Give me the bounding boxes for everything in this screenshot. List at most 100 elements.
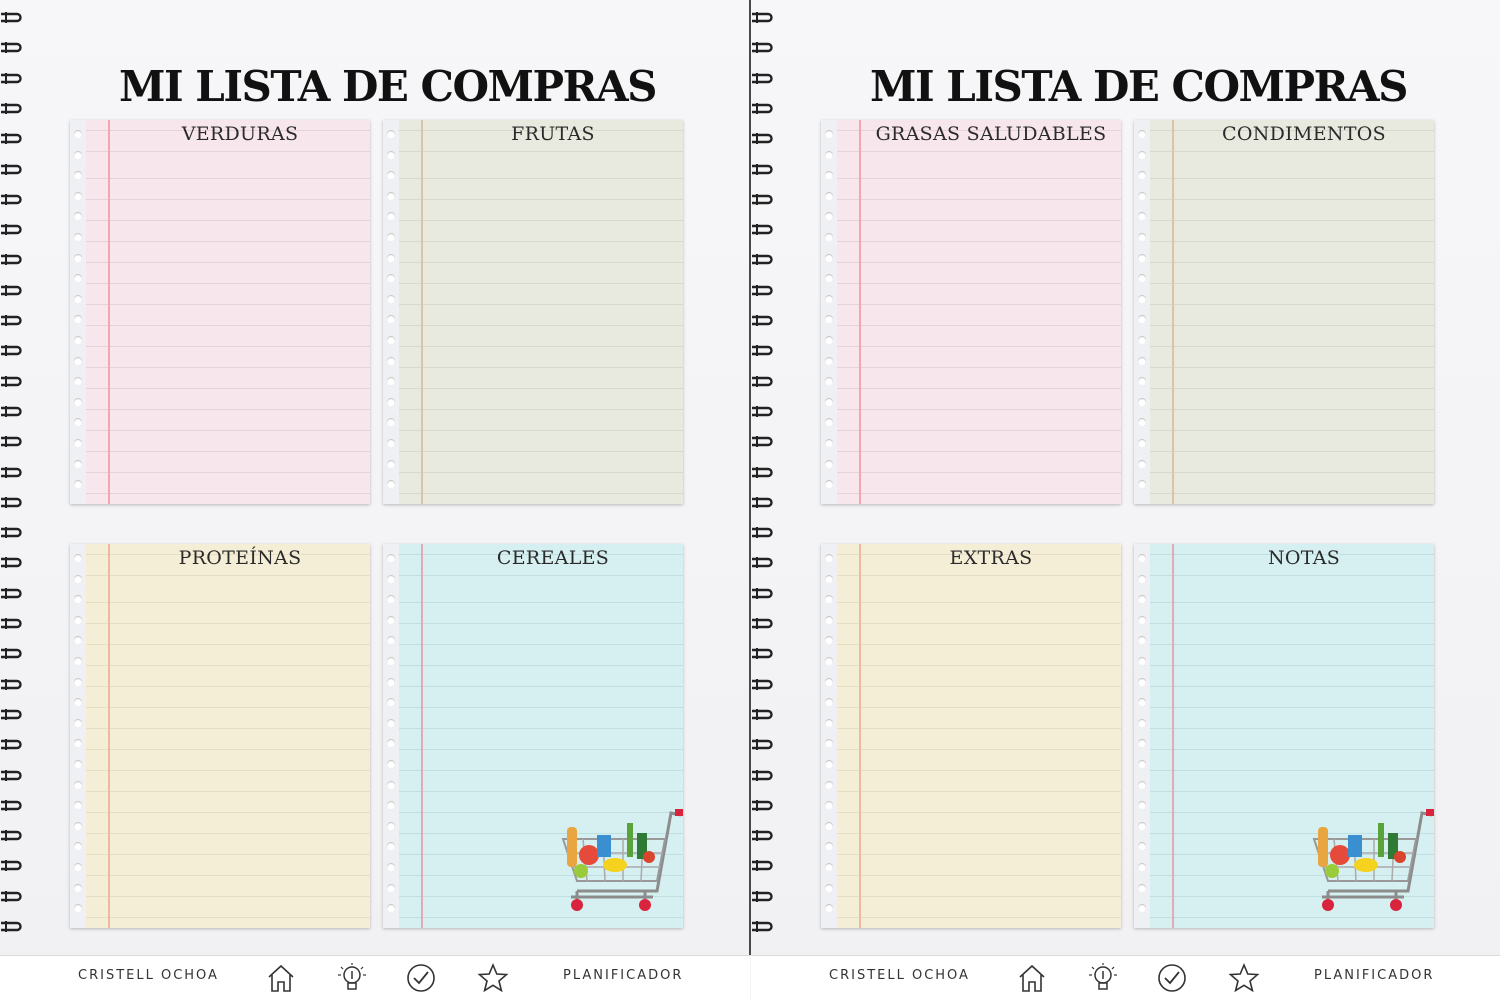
spiral-ring bbox=[752, 375, 773, 387]
paper-hole bbox=[825, 480, 833, 489]
spiral-ring bbox=[1, 769, 22, 781]
spiral-ring bbox=[1, 466, 22, 478]
list-card-grasas-saludables[interactable]: GRASAS SALUDABLES bbox=[821, 120, 1121, 504]
brand-label: CRISTELL OCHOA bbox=[829, 968, 970, 983]
spiral-ring bbox=[1, 587, 22, 599]
spiral-ring bbox=[752, 890, 773, 902]
lined-sheet[interactable] bbox=[399, 120, 683, 504]
page-title: MI LISTA DE COMPRAS bbox=[119, 62, 657, 111]
list-card-cereales[interactable]: CEREALES bbox=[383, 544, 683, 928]
paper-hole bbox=[825, 439, 833, 447]
paper-hole bbox=[74, 150, 82, 159]
paper-hole bbox=[1138, 356, 1146, 365]
spiral-ring bbox=[752, 769, 773, 781]
star-icon[interactable] bbox=[1228, 962, 1260, 994]
brand-label: CRISTELL OCHOA bbox=[78, 968, 219, 983]
paper-hole bbox=[825, 615, 833, 624]
spiral-ring bbox=[1, 648, 22, 660]
lined-sheet[interactable] bbox=[1150, 120, 1434, 504]
shopping-cart-icon bbox=[561, 809, 683, 911]
paper-hole bbox=[74, 315, 82, 324]
paper-hole bbox=[74, 356, 82, 365]
spiral-ring bbox=[1, 557, 22, 569]
paper-hole bbox=[74, 397, 82, 406]
checkmark-icon[interactable] bbox=[1156, 962, 1188, 994]
paper-hole bbox=[825, 130, 833, 138]
paper-hole bbox=[74, 459, 82, 468]
paper-hole bbox=[387, 212, 395, 221]
list-card-condimentos[interactable]: CONDIMENTOS bbox=[1134, 120, 1434, 504]
lined-sheet[interactable] bbox=[86, 120, 370, 504]
lined-sheet[interactable] bbox=[399, 544, 683, 928]
spiral-ring bbox=[1, 860, 22, 872]
paper-hole bbox=[74, 130, 82, 138]
paper-hole bbox=[825, 171, 833, 180]
home-icon[interactable] bbox=[1016, 962, 1048, 994]
paper-hole bbox=[387, 595, 395, 604]
paper-hole bbox=[825, 760, 833, 768]
paper-hole bbox=[387, 459, 395, 468]
spiral-ring bbox=[1, 42, 22, 54]
spiral-ring bbox=[752, 648, 773, 660]
paper-hole bbox=[1138, 294, 1146, 303]
paper-hole bbox=[825, 459, 833, 468]
list-card-proteinas[interactable]: PROTEÍNAS bbox=[70, 544, 370, 928]
spiral-ring bbox=[752, 466, 773, 478]
paper-hole bbox=[74, 821, 82, 830]
spiral-ring bbox=[752, 133, 773, 145]
spiral-ring bbox=[1, 921, 22, 932]
paper-hole bbox=[387, 418, 395, 427]
footer-nav-left: CRISTELL OCHOA PLANIFICADOR bbox=[0, 955, 750, 1001]
paper-hole bbox=[74, 554, 82, 562]
lined-sheet[interactable] bbox=[86, 544, 370, 928]
spiral-ring bbox=[752, 254, 773, 266]
paper-hole bbox=[387, 233, 395, 241]
spiral-ring bbox=[1, 799, 22, 811]
paper-hole bbox=[74, 801, 82, 810]
paper-hole bbox=[1138, 760, 1146, 768]
spiral-ring bbox=[752, 921, 773, 932]
paper-hole bbox=[387, 883, 395, 892]
paper-hole bbox=[74, 253, 82, 262]
paper-hole bbox=[825, 883, 833, 892]
lined-sheet[interactable] bbox=[837, 120, 1121, 504]
paper-hole bbox=[825, 863, 833, 871]
planner-link[interactable]: PLANIFICADOR bbox=[563, 968, 684, 983]
paper-hole bbox=[387, 150, 395, 159]
home-icon[interactable] bbox=[265, 962, 297, 994]
paper-hole bbox=[1138, 595, 1146, 604]
spiral-ring bbox=[1, 739, 22, 751]
spiral-ring bbox=[1, 375, 22, 387]
paper-hole bbox=[1138, 739, 1146, 748]
list-card-frutas[interactable]: FRUTAS bbox=[383, 120, 683, 504]
list-card-verduras[interactable]: VERDURAS bbox=[70, 120, 370, 504]
paper-hole bbox=[74, 171, 82, 180]
paper-hole bbox=[387, 574, 395, 583]
lightbulb-icon[interactable] bbox=[1087, 962, 1119, 994]
spiral-ring bbox=[752, 830, 773, 842]
spiral-ring bbox=[1, 224, 22, 236]
spiral-ring bbox=[1, 678, 22, 690]
paper-hole bbox=[1138, 615, 1146, 624]
paper-hole bbox=[74, 377, 82, 386]
paper-hole bbox=[387, 377, 395, 386]
paper-hole bbox=[387, 677, 395, 686]
paper-hole bbox=[387, 760, 395, 768]
spiral-ring bbox=[1, 527, 22, 539]
paper-hole bbox=[1138, 636, 1146, 645]
paper-hole bbox=[1138, 821, 1146, 830]
paper-hole bbox=[1138, 418, 1146, 427]
checkmark-icon[interactable] bbox=[405, 962, 437, 994]
paper-hole bbox=[74, 739, 82, 748]
planner-link[interactable]: PLANIFICADOR bbox=[1314, 968, 1435, 983]
paper-hole bbox=[74, 760, 82, 768]
lined-sheet[interactable] bbox=[837, 544, 1121, 928]
lined-sheet[interactable] bbox=[1150, 544, 1434, 928]
paper-hole bbox=[1138, 657, 1146, 665]
list-card-notas[interactable]: NOTAS bbox=[1134, 544, 1434, 928]
paper-hole bbox=[825, 274, 833, 283]
paper-hole bbox=[825, 821, 833, 830]
star-icon[interactable] bbox=[477, 962, 509, 994]
list-card-extras[interactable]: EXTRAS bbox=[821, 544, 1121, 928]
lightbulb-icon[interactable] bbox=[336, 962, 368, 994]
